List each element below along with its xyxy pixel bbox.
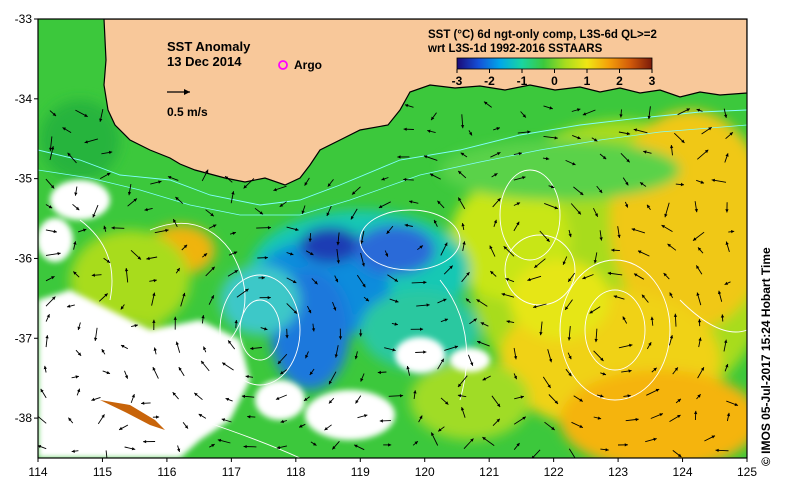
lon-tick-label: 125 <box>737 465 757 479</box>
colorbar-rect <box>457 58 652 69</box>
lon-tick-label: 115 <box>93 465 112 479</box>
credit-text: © IMOS 05-Jul-2017 15:24 Hobart Time <box>759 166 773 466</box>
lon-tick-label: 118 <box>286 465 305 479</box>
colorbar-tick-label: 0 <box>551 74 558 88</box>
lon-tick-label: 116 <box>157 465 176 479</box>
lon-tick-label: 122 <box>544 465 564 479</box>
lat-tick-label: -38 <box>15 411 33 425</box>
lat-tick-label: -33 <box>15 12 33 26</box>
colorbar-tick-label: 2 <box>616 74 623 88</box>
colorbar-tick-label: -2 <box>484 74 495 88</box>
lon-tick-label: 117 <box>222 465 241 479</box>
plot-area <box>35 19 770 470</box>
lat-tick-label: -36 <box>15 251 33 265</box>
colorbar-title-line2: wrt L3S-1d 1992-2016 SSTAARS <box>427 43 603 55</box>
velocity-scale-label: 0.5 m/s <box>167 105 208 119</box>
argo-label: Argo <box>294 58 322 72</box>
title-line1: SST Anomaly <box>167 39 251 54</box>
lat-tick-label: -34 <box>15 92 33 106</box>
colorbar-tick-label: 1 <box>584 74 591 88</box>
colorbar-tick-label: -1 <box>517 74 528 88</box>
lat-tick-label: -35 <box>15 172 33 186</box>
lon-tick-label: 114 <box>28 465 47 479</box>
latitude-axis: -33 -34 -35 -36 -37 -38 <box>15 12 38 425</box>
colorbar-tick-label: -3 <box>452 74 463 88</box>
colorbar-title-line1: SST (°C) 6d ngt-only comp, L3S-6d QL>=2 <box>428 29 657 41</box>
colorbar-tick-label: 3 <box>649 74 656 88</box>
longitude-axis: 114 115 116 117 118 119 120 121 122 123 124 125 <box>28 458 757 479</box>
lon-tick-label: 123 <box>608 465 628 479</box>
lon-tick-label: 119 <box>351 465 370 479</box>
lon-tick-label: 120 <box>415 465 435 479</box>
lat-tick-label: -37 <box>15 331 33 345</box>
lon-tick-label: 121 <box>479 465 499 479</box>
lon-tick-label: 124 <box>673 465 693 479</box>
title-line2: 13 Dec 2014 <box>167 54 242 69</box>
